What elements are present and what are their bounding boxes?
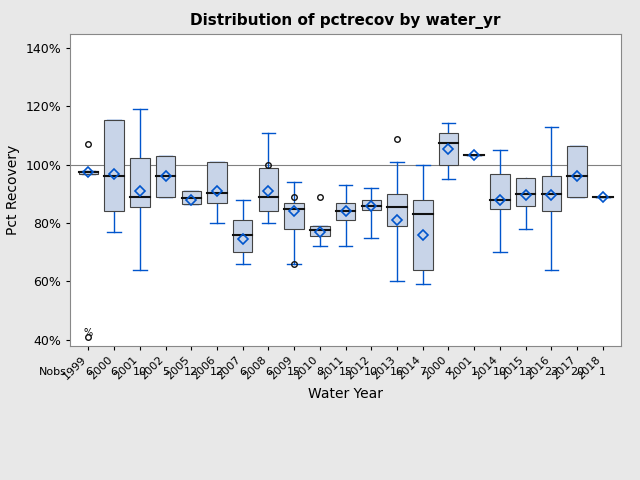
Bar <box>490 174 509 208</box>
Bar <box>259 168 278 212</box>
Text: 13: 13 <box>518 367 532 377</box>
Bar <box>284 203 304 229</box>
Bar <box>336 203 355 220</box>
Text: 12: 12 <box>210 367 224 377</box>
Title: Distribution of pctrecov by water_yr: Distribution of pctrecov by water_yr <box>190 13 501 29</box>
Text: 23: 23 <box>544 367 559 377</box>
Bar <box>182 191 201 204</box>
Text: 6: 6 <box>111 367 118 377</box>
Text: 20: 20 <box>570 367 584 377</box>
Text: 7: 7 <box>419 367 426 377</box>
Bar <box>207 162 227 203</box>
Text: 8: 8 <box>316 367 323 377</box>
Bar <box>567 146 587 197</box>
Text: 1: 1 <box>470 367 477 377</box>
Bar <box>104 120 124 212</box>
Text: 10: 10 <box>133 367 147 377</box>
Bar <box>156 156 175 197</box>
Bar <box>310 226 330 236</box>
Text: 5: 5 <box>162 367 169 377</box>
Bar <box>438 133 458 165</box>
Text: 15: 15 <box>287 367 301 377</box>
Text: 6: 6 <box>85 367 92 377</box>
Bar <box>413 200 433 270</box>
Text: 6: 6 <box>265 367 272 377</box>
Text: 15: 15 <box>339 367 353 377</box>
Text: 16: 16 <box>390 367 404 377</box>
Text: 6: 6 <box>239 367 246 377</box>
Bar <box>130 157 150 207</box>
Bar <box>541 177 561 212</box>
Bar <box>387 194 407 226</box>
Text: 10: 10 <box>364 367 378 377</box>
Y-axis label: Pct Recovery: Pct Recovery <box>6 144 20 235</box>
Text: 10: 10 <box>493 367 507 377</box>
Bar <box>79 171 98 174</box>
X-axis label: Water Year: Water Year <box>308 387 383 401</box>
Text: 4: 4 <box>445 367 452 377</box>
Bar <box>516 178 536 205</box>
Text: Nobs: Nobs <box>39 367 67 377</box>
Text: 1: 1 <box>599 367 606 377</box>
Bar <box>362 200 381 210</box>
Text: %: % <box>84 328 93 338</box>
Text: 12: 12 <box>184 367 198 377</box>
Bar <box>233 220 253 252</box>
